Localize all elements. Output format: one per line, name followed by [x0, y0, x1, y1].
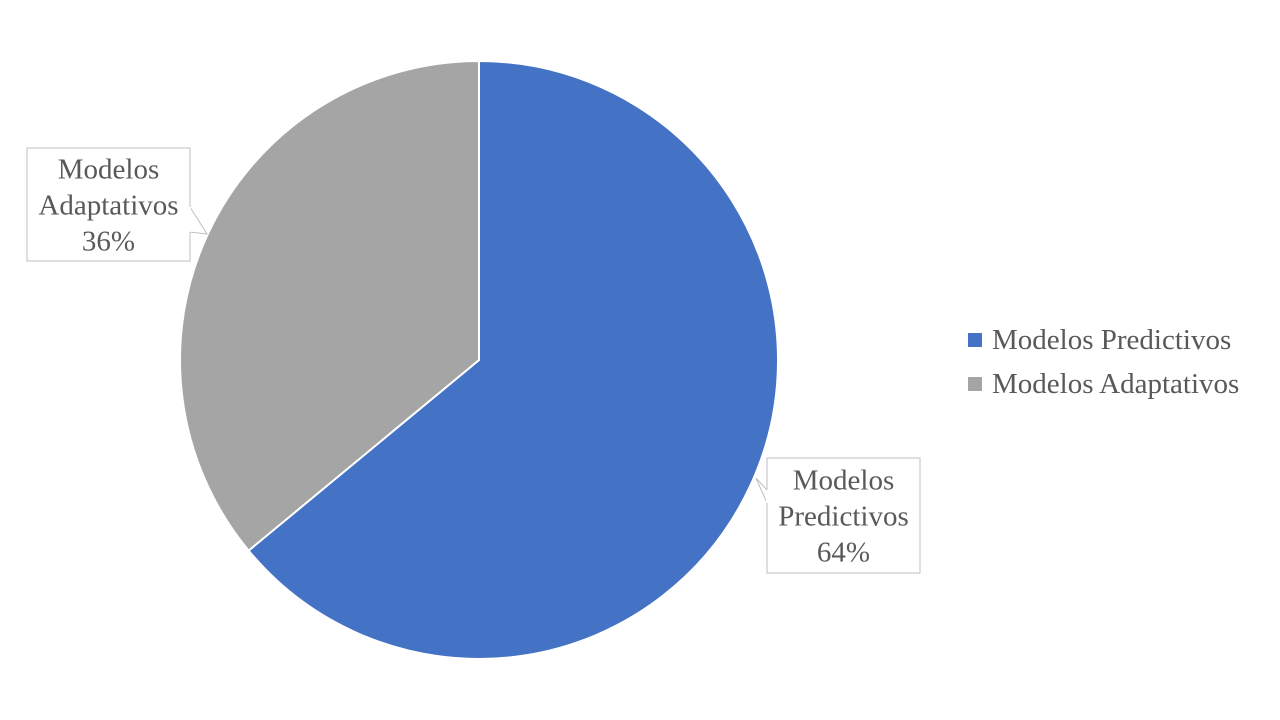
callout-label: Modelos Predictivos 64% — [778, 465, 909, 569]
callout-percent: 64% — [817, 537, 870, 569]
callout-label: Modelos Adaptativos 36% — [38, 154, 178, 258]
legend-swatch-predictivos — [968, 333, 982, 347]
legend-swatch-adaptativos — [968, 377, 982, 391]
callout-box — [766, 457, 921, 574]
legend-item-predictivos: Modelos Predictivos — [968, 318, 1239, 362]
callout-pointer — [189, 206, 208, 235]
legend-item-adaptativos: Modelos Adaptativos — [968, 362, 1239, 406]
callout-category: Predictivos — [778, 501, 909, 533]
pie-slice-predictivos — [247, 59, 779, 660]
legend-label-predictivos: Modelos Predictivos — [992, 324, 1232, 356]
callout-category: Modelos — [58, 154, 160, 186]
callout-category: Modelos — [793, 465, 895, 497]
callout-category: Adaptativos — [38, 190, 178, 222]
callout-box — [26, 147, 191, 262]
pie-slice-adaptativos — [179, 59, 480, 552]
data-callout-adaptativos: Modelos Adaptativos 36% — [26, 147, 208, 262]
callout-percent: 36% — [82, 226, 135, 258]
legend-label-adaptativos: Modelos Adaptativos — [992, 368, 1240, 400]
callout-pointer — [755, 477, 768, 504]
data-callout-predictivos: Modelos Predictivos 64% — [755, 457, 921, 574]
chart-legend: Modelos Predictivos Modelos Adaptativos — [968, 318, 1239, 406]
